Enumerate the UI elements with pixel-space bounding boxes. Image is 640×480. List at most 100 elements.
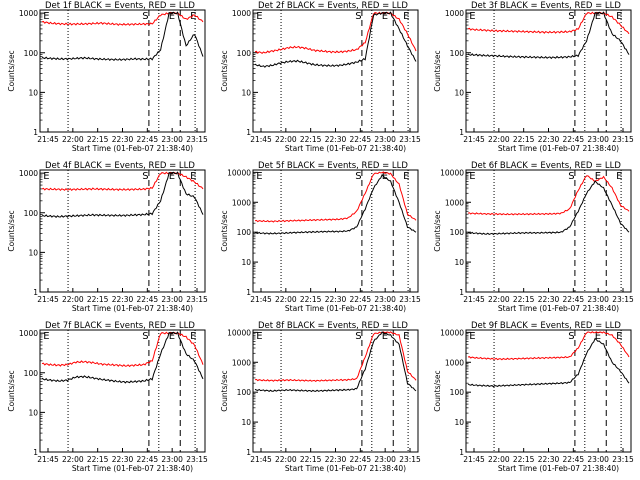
y-tick-label: 100 bbox=[24, 209, 39, 218]
event-marker: E bbox=[169, 171, 175, 182]
event-marker: E bbox=[616, 331, 622, 342]
panel-3: Det 3f BLACK = Events, RED = LLD 1 10 100 10… bbox=[433, 1, 634, 153]
y-tick-label: 1000 bbox=[232, 198, 251, 207]
events-series-line bbox=[467, 180, 630, 236]
y-tick-label: 10000 bbox=[227, 168, 251, 177]
x-tick-label: 23:00 bbox=[161, 455, 183, 464]
x-tick-label: 21:45 bbox=[250, 135, 272, 144]
event-marker: E bbox=[43, 331, 49, 342]
x-axis-label: Start Time (01-Feb-07 21:38:40) bbox=[285, 304, 406, 313]
event-marker: S bbox=[142, 331, 148, 342]
x-tick-label: 23:15 bbox=[186, 135, 208, 144]
y-axis-label: Counts/sec bbox=[433, 370, 442, 411]
y-tick-label: 10000 bbox=[440, 168, 464, 177]
x-tick-label: 22:45 bbox=[137, 295, 159, 304]
x-tick-label: 22:30 bbox=[112, 135, 134, 144]
x-tick-label: 23:00 bbox=[374, 455, 396, 464]
x-tick-label: 21:45 bbox=[250, 455, 272, 464]
events-series-line bbox=[467, 11, 630, 60]
event-marker: S bbox=[355, 171, 361, 182]
x-tick-label: 23:00 bbox=[374, 295, 396, 304]
event-marker: E bbox=[43, 171, 49, 182]
x-tick-label: 23:00 bbox=[161, 295, 183, 304]
x-tick-label: 22:15 bbox=[87, 455, 109, 464]
lld-series-line bbox=[467, 331, 630, 361]
event-marker: E bbox=[169, 11, 175, 22]
x-tick-label: 22:30 bbox=[325, 455, 347, 464]
x-tick-label: 22:45 bbox=[350, 455, 372, 464]
x-tick-label: 22:00 bbox=[62, 455, 84, 464]
panel-title: Det 4f BLACK = Events, RED = LLD bbox=[45, 161, 195, 171]
x-tick-label: 23:15 bbox=[612, 295, 634, 304]
y-tick-label: 10 bbox=[241, 418, 251, 427]
y-tick-label: 10 bbox=[28, 88, 38, 97]
y-tick-label: 1 bbox=[33, 288, 38, 297]
event-marker: E bbox=[190, 171, 196, 182]
event-marker: E bbox=[469, 11, 475, 22]
x-tick-label: 21:45 bbox=[463, 295, 485, 304]
panel-1: Det 1f BLACK = Events, RED = LLD 1 10 100 10… bbox=[7, 1, 208, 153]
panel-4: Det 4f BLACK = Events, RED = LLD 1 10 100 10… bbox=[7, 161, 208, 313]
x-tick-label: 21:45 bbox=[463, 455, 485, 464]
y-axis-label: Counts/sec bbox=[7, 370, 16, 411]
panel-title: Det 5f BLACK = Events, RED = LLD bbox=[258, 161, 408, 171]
event-marker: S bbox=[568, 331, 574, 342]
x-tick-label: 23:00 bbox=[587, 135, 609, 144]
x-axis-label: Start Time (01-Feb-07 21:38:40) bbox=[498, 144, 619, 153]
panel-title: Det 8f BLACK = Events, RED = LLD bbox=[258, 321, 408, 331]
panel-6: Det 6f BLACK = Events, RED = LLD 1 10 100 10… bbox=[433, 161, 634, 313]
y-tick-label: 1 bbox=[33, 448, 38, 457]
event-marker: E bbox=[469, 331, 475, 342]
event-marker: S bbox=[568, 171, 574, 182]
x-tick-label: 22:30 bbox=[538, 455, 560, 464]
x-tick-label: 23:00 bbox=[587, 295, 609, 304]
x-tick-label: 23:00 bbox=[587, 455, 609, 464]
event-marker: E bbox=[403, 11, 409, 22]
event-marker: E bbox=[256, 171, 262, 182]
y-axis-label: Counts/sec bbox=[7, 50, 16, 91]
event-marker: S bbox=[142, 11, 148, 22]
x-tick-label: 22:00 bbox=[275, 455, 297, 464]
y-axis-label: Counts/sec bbox=[220, 210, 229, 251]
lld-series-line bbox=[467, 175, 630, 216]
x-tick-label: 21:45 bbox=[250, 295, 272, 304]
lld-series-line bbox=[254, 171, 417, 223]
y-tick-label: 10 bbox=[454, 418, 464, 427]
panel-9: Det 9f BLACK = Events, RED = LLD 1 10 100 10… bbox=[433, 321, 634, 473]
y-tick-label: 1000 bbox=[232, 9, 251, 18]
x-tick-label: 23:15 bbox=[399, 135, 421, 144]
event-marker: E bbox=[43, 11, 49, 22]
panel-8: Det 8f BLACK = Events, RED = LLD 1 10 100 10… bbox=[220, 321, 421, 473]
x-tick-label: 21:45 bbox=[37, 135, 59, 144]
events-series-line bbox=[254, 174, 417, 235]
x-tick-label: 22:15 bbox=[87, 135, 109, 144]
panel-title: Det 6f BLACK = Events, RED = LLD bbox=[471, 161, 621, 171]
x-axis-label: Start Time (01-Feb-07 21:38:40) bbox=[498, 464, 619, 473]
y-tick-label: 100 bbox=[237, 49, 252, 58]
x-tick-label: 22:15 bbox=[87, 295, 109, 304]
events-series-line bbox=[254, 331, 417, 393]
y-tick-label: 1 bbox=[459, 128, 464, 137]
x-axis-label: Start Time (01-Feb-07 21:38:40) bbox=[285, 144, 406, 153]
x-tick-label: 22:00 bbox=[275, 295, 297, 304]
y-tick-label: 1000 bbox=[232, 358, 251, 367]
events-series-line bbox=[41, 171, 204, 218]
x-tick-label: 22:45 bbox=[137, 135, 159, 144]
y-axis-label: Counts/sec bbox=[433, 210, 442, 251]
y-axis-label: Counts/sec bbox=[220, 50, 229, 91]
y-tick-label: 100 bbox=[237, 388, 252, 397]
x-tick-label: 23:15 bbox=[186, 295, 208, 304]
y-tick-label: 1 bbox=[246, 448, 251, 457]
events-series-line bbox=[467, 337, 630, 388]
lld-series-line bbox=[254, 11, 417, 55]
event-marker: E bbox=[169, 331, 175, 342]
event-marker: E bbox=[595, 171, 601, 182]
x-axis-label: Start Time (01-Feb-07 21:38:40) bbox=[498, 304, 619, 313]
x-axis-label: Start Time (01-Feb-07 21:38:40) bbox=[285, 464, 406, 473]
x-tick-label: 22:15 bbox=[300, 135, 322, 144]
x-tick-label: 23:00 bbox=[374, 135, 396, 144]
x-tick-label: 22:15 bbox=[300, 455, 322, 464]
y-tick-label: 100 bbox=[450, 49, 465, 58]
event-marker: E bbox=[190, 11, 196, 22]
y-tick-label: 1000 bbox=[445, 198, 464, 207]
